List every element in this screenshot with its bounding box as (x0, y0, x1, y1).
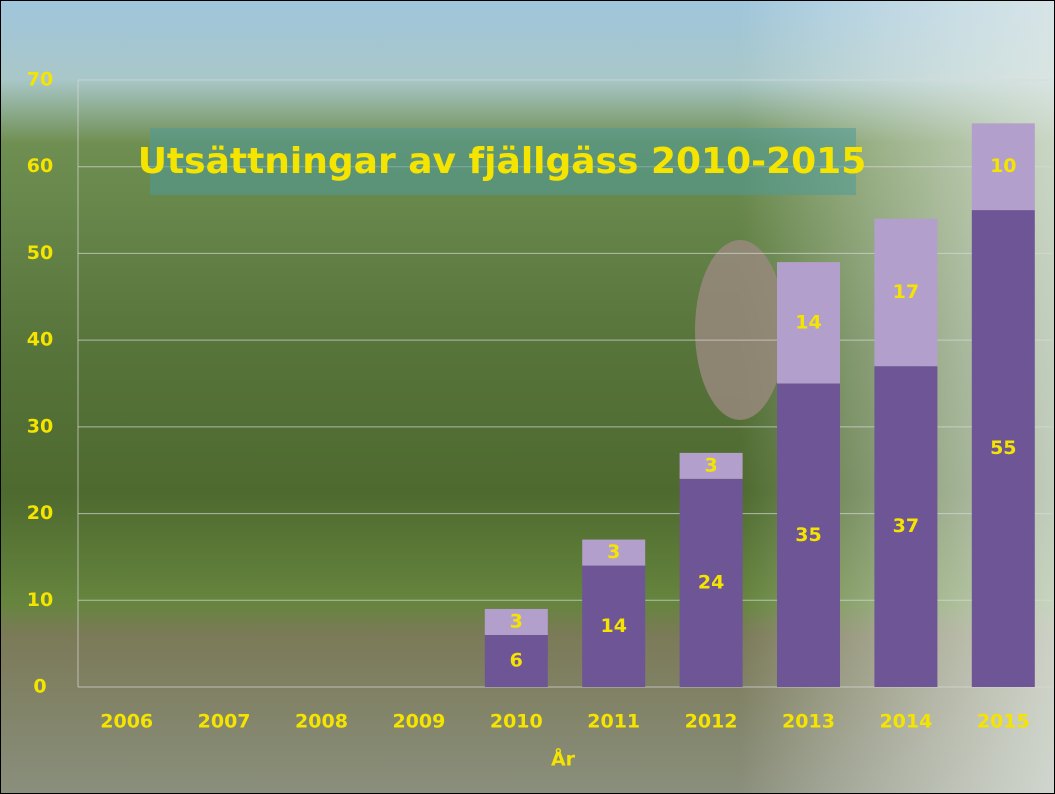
y-tick-label: 10 (27, 589, 53, 611)
bar-segment (582, 565, 646, 687)
y-tick-label: 20 (27, 502, 53, 524)
value-label: 55 (990, 437, 1016, 459)
x-tick-label: 2008 (295, 711, 348, 733)
y-tick-label: 40 (27, 329, 53, 351)
y-tick-label: 50 (27, 242, 53, 264)
bar-segment (679, 478, 743, 687)
bar-segment (874, 366, 938, 687)
value-label: 3 (607, 541, 620, 563)
bar-segment (777, 383, 840, 687)
title-box (150, 128, 856, 195)
y-tick-label: 0 (33, 676, 46, 698)
x-tick-label: 2006 (100, 711, 153, 733)
bar-segment (679, 452, 743, 479)
bar-segment (777, 262, 840, 384)
bar-segment (971, 123, 1035, 211)
x-tick-label: 2012 (685, 711, 738, 733)
y-tick-label: 60 (27, 155, 53, 177)
goose (695, 240, 785, 420)
bar-segment (484, 634, 548, 687)
bar-segment (484, 608, 548, 635)
value-label: 14 (600, 615, 626, 637)
x-tick-label: 2015 (977, 711, 1030, 733)
value-label: 35 (795, 524, 821, 546)
value-label: 37 (893, 515, 919, 537)
value-label: 17 (893, 281, 919, 303)
value-label: 3 (510, 610, 523, 632)
bar-segment (582, 539, 646, 566)
y-tick-label: 70 (27, 69, 53, 91)
chart-title: Utsättningar av fjällgäss 2010-2015 (138, 141, 867, 182)
x-tick-label: 2013 (782, 711, 835, 733)
value-label: 10 (990, 155, 1016, 177)
value-label: 3 (704, 454, 717, 476)
value-label: 6 (510, 649, 523, 671)
bar-segment (971, 210, 1035, 688)
x-tick-label: 2007 (198, 711, 251, 733)
x-tick-label: 2014 (879, 711, 932, 733)
x-axis-label: År (551, 747, 576, 771)
y-tick-label: 30 (27, 415, 53, 437)
value-label: 24 (698, 571, 724, 593)
bar-segment (874, 218, 938, 367)
value-label: 14 (795, 311, 821, 333)
x-tick-label: 2011 (587, 711, 640, 733)
x-tick-label: 2010 (490, 711, 543, 733)
x-tick-label: 2009 (392, 711, 445, 733)
